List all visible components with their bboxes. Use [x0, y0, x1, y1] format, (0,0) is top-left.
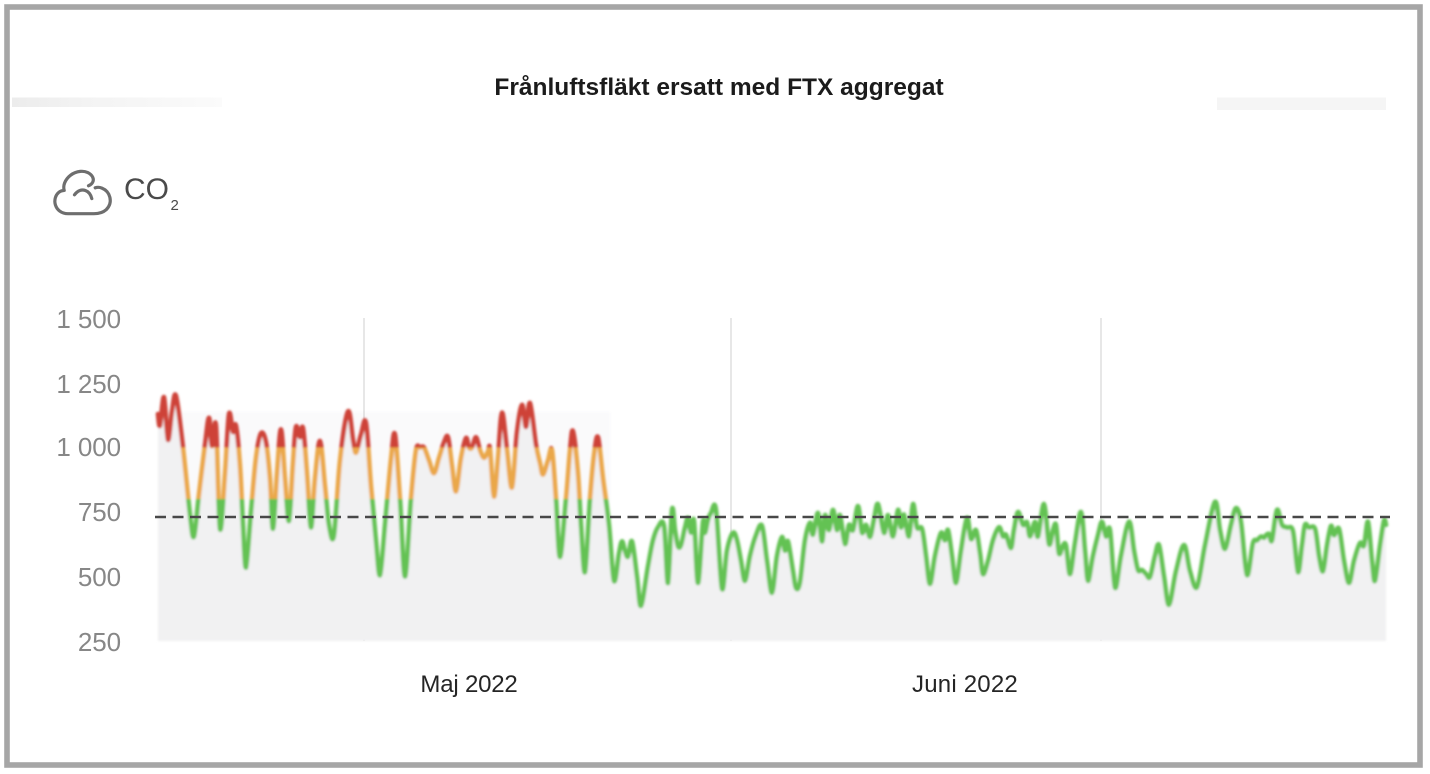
svg-text:1 500: 1 500: [56, 304, 121, 334]
svg-text:Frånluftsfläkt ersatt med FTX: Frånluftsfläkt ersatt med FTX aggregat: [494, 74, 943, 101]
svg-text:1 250: 1 250: [56, 369, 121, 399]
svg-text:750: 750: [78, 497, 121, 527]
svg-text:250: 250: [78, 627, 121, 657]
svg-text:500: 500: [78, 562, 121, 592]
svg-text:2: 2: [171, 197, 179, 214]
svg-text:Juni 2022: Juni 2022: [912, 671, 1018, 698]
svg-text:Maj 2022: Maj 2022: [420, 671, 517, 698]
svg-text:1 000: 1 000: [56, 432, 121, 462]
svg-text:CO: CO: [124, 173, 169, 206]
